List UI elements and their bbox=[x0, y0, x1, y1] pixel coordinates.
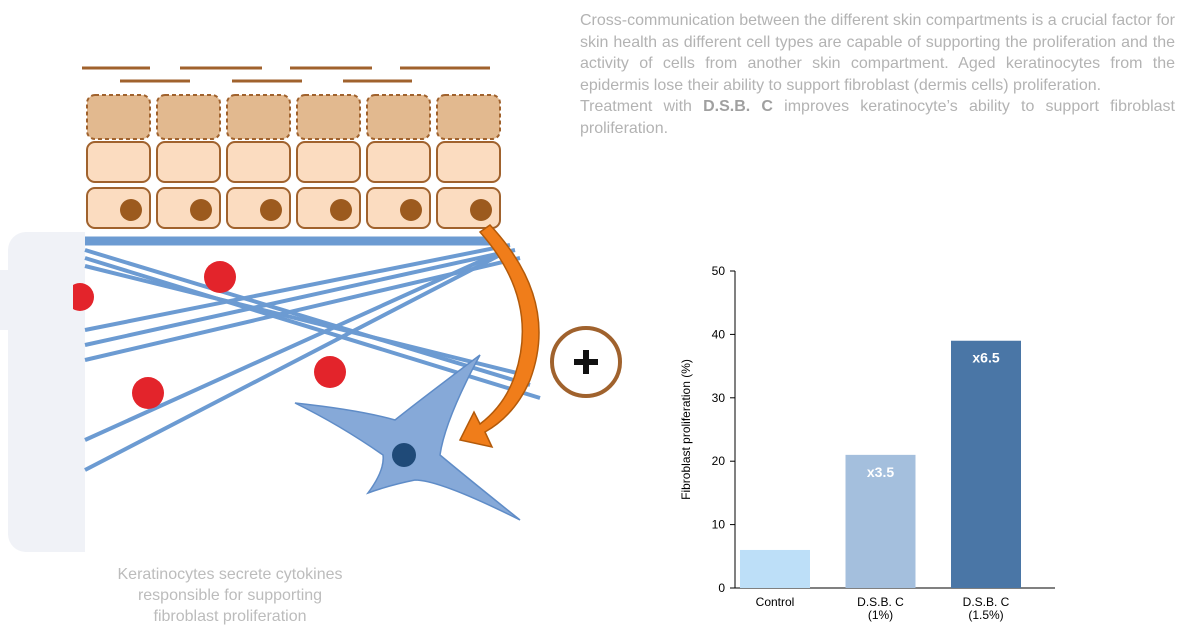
dermis-fibers bbox=[84, 236, 541, 472]
intro-paragraph: Cross-communication between the differen… bbox=[580, 12, 1175, 94]
bar-annotation: x3.5 bbox=[867, 464, 894, 480]
bar bbox=[740, 549, 810, 588]
granular-cell bbox=[86, 94, 151, 140]
spinous-cell bbox=[436, 141, 501, 183]
fibroblast bbox=[294, 354, 521, 521]
spinous-cell bbox=[226, 141, 291, 183]
keratinocyte-layers bbox=[86, 94, 501, 229]
panel-edge bbox=[0, 270, 73, 330]
cell-nucleus bbox=[470, 199, 492, 221]
x-tick-label: D.S.B. C (1%) bbox=[857, 595, 904, 622]
x-tick-label: D.S.B. C (1.5%) bbox=[962, 595, 1010, 622]
y-tick-label: 0 bbox=[718, 581, 725, 595]
cell-nucleus bbox=[260, 199, 282, 221]
y-tick-label: 10 bbox=[712, 518, 726, 532]
illustration-caption: Keratinocytes secrete cytokines responsi… bbox=[117, 566, 343, 625]
cell-nucleus bbox=[190, 199, 212, 221]
y-tick-label: 50 bbox=[712, 264, 726, 278]
y-tick-label: 20 bbox=[712, 454, 726, 468]
bar-annotation: x6.5 bbox=[972, 350, 999, 366]
treatment-text: Treatment with bbox=[580, 98, 704, 115]
stratum-corneum bbox=[82, 66, 490, 83]
granular-cell bbox=[366, 94, 431, 140]
treatment-text: improves keratinocyte’s ability to suppo… bbox=[580, 98, 1175, 137]
cytokines bbox=[66, 261, 346, 409]
spinous-cell bbox=[296, 141, 361, 183]
fibroblast-nucleus bbox=[392, 443, 416, 467]
y-tick-label: 40 bbox=[712, 327, 726, 341]
y-tick-label: 30 bbox=[712, 391, 726, 405]
y-axis-label: Fibroblast proliferation (%) bbox=[679, 359, 693, 500]
plus-icon bbox=[574, 350, 598, 374]
granular-cell bbox=[436, 94, 501, 140]
secretion-arrow bbox=[458, 224, 540, 449]
granular-cell bbox=[226, 94, 291, 140]
bar-chart: 0 10 20 30 40 50 Fibroblast proliferation (%) x… bbox=[679, 264, 1055, 595]
granular-cell bbox=[296, 94, 361, 140]
bar bbox=[845, 454, 916, 588]
cell-nucleus bbox=[120, 199, 142, 221]
spinous-cell bbox=[366, 141, 431, 183]
bar bbox=[951, 340, 1021, 588]
granular-cell bbox=[156, 94, 221, 140]
product-name: D.S.B. C bbox=[703, 98, 773, 115]
cell-nucleus bbox=[400, 199, 422, 221]
spinous-cell bbox=[156, 141, 221, 183]
cell-nucleus bbox=[330, 199, 352, 221]
intro-text: Cross-communication between the differen… bbox=[580, 10, 1175, 139]
x-tick-label: Control bbox=[755, 595, 795, 609]
spinous-cell bbox=[86, 141, 151, 183]
